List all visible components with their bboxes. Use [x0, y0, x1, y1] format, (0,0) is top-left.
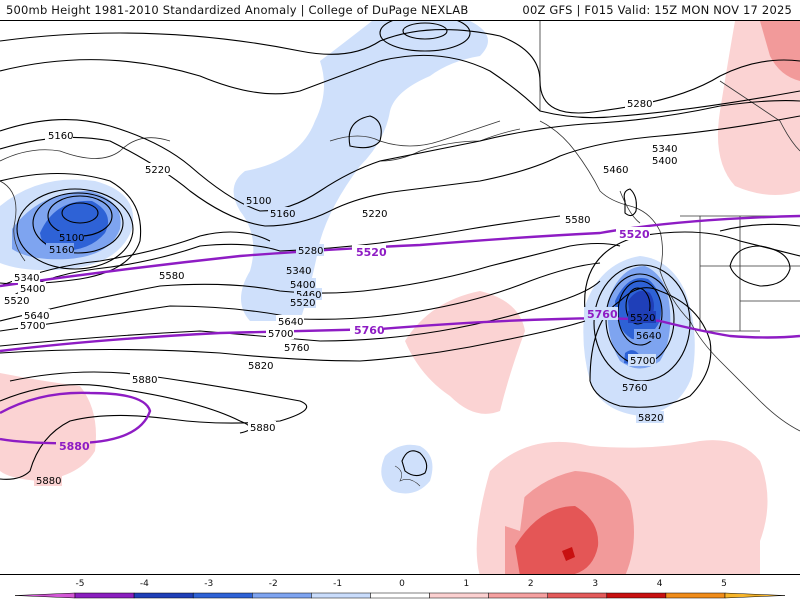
contour-label: 5880	[132, 375, 157, 386]
contour-label: 5580	[159, 271, 184, 282]
contour-label-purple: 5760	[354, 324, 385, 337]
colorbar-extend-left	[14, 592, 76, 599]
colorbar-tick-label: -2	[269, 579, 278, 589]
colorbar-segment	[192, 592, 253, 599]
black-contour-labels: 5160 5220 5100 5160 5340 5400 5520 5640 …	[2, 97, 678, 487]
colorbar-tick-label: -3	[204, 579, 213, 589]
contour-label: 5460	[603, 165, 628, 176]
contour-label: 5820	[638, 413, 663, 424]
colorbar-tick-label: -5	[76, 579, 85, 589]
contour-label: 5460	[296, 290, 321, 301]
contour-label: 5100	[59, 233, 84, 244]
contour-label: 5700	[268, 329, 293, 340]
contour-label: 5700	[630, 356, 655, 367]
anomaly-shading	[0, 21, 800, 574]
colorbar-segment	[429, 592, 489, 599]
contour-label-purple: 5520	[356, 246, 387, 259]
colorbar-segment	[547, 592, 608, 599]
chart-title: 500mb Height 1981-2010 Standardized Anom…	[6, 3, 469, 17]
contour-label: 5700	[20, 321, 45, 332]
contour-label: 5340	[14, 273, 39, 284]
colorbar-segment	[370, 592, 430, 599]
colorbar-segment	[665, 592, 726, 599]
contour-label: 5100	[246, 196, 271, 207]
colorbar-tick-label: 5	[721, 579, 727, 589]
contour-label: 5820	[248, 361, 273, 372]
colorbar-segment	[488, 592, 548, 599]
contour-label: 5400	[20, 284, 45, 295]
contour-label: 5280	[627, 99, 652, 110]
contour-label-purple: 5760	[587, 308, 618, 321]
colorbar-segments	[14, 592, 786, 599]
contour-label: 5640	[278, 317, 303, 328]
model-run-info: 00Z GFS | F015 Valid: 15Z MON NOV 17 202…	[522, 3, 792, 17]
colorbar-tick-label: -1	[333, 579, 342, 589]
contour-label: 5520	[4, 296, 29, 307]
contour-label: 5580	[565, 215, 590, 226]
contour-labels: 5160 5220 5100 5160 5340 5400 5520 5640 …	[2, 97, 678, 487]
positive-anomaly-central-pacific	[405, 291, 525, 414]
contour-label: 5760	[622, 383, 647, 394]
map-panel[interactable]: 5160 5220 5100 5160 5340 5400 5520 5640 …	[0, 20, 800, 575]
contour-label: 5340	[652, 144, 677, 155]
negative-anomaly-hawaii	[381, 444, 433, 494]
contour-label: 5280	[298, 246, 323, 257]
contour-label: 5760	[284, 343, 309, 354]
contour-label: 5400	[652, 156, 677, 167]
positive-anomaly-west-pacific	[0, 373, 96, 481]
colorbar-tick-label: -4	[140, 579, 149, 589]
colorbar-tick-label: 4	[657, 579, 663, 589]
contour-label: 5880	[36, 476, 61, 487]
colorbar-tick-label: 2	[528, 579, 534, 589]
coastlines	[0, 21, 800, 487]
contour-label: 5880	[250, 423, 275, 434]
colorbar-segment	[311, 592, 371, 599]
colorbar-tick-label: 1	[464, 579, 470, 589]
colorbar-extend-right	[724, 592, 786, 599]
purple-contours	[0, 214, 800, 445]
contour-label: 5160	[49, 245, 74, 256]
contour-label: 5640	[24, 311, 49, 322]
colorbar-ticks: -5 -4 -3 -2 -1 0 1 2 3 4 5	[76, 579, 727, 589]
colorbar-segment	[74, 592, 135, 599]
header-bar: 500mb Height 1981-2010 Standardized Anom…	[0, 0, 800, 20]
contour-label: 5400	[290, 280, 315, 291]
contour-label: 5220	[362, 209, 387, 220]
contour-label: 5340	[286, 266, 311, 277]
contour-label: 5520	[630, 313, 655, 324]
contour-label: 5160	[270, 209, 295, 220]
purple-contour-labels: 5520 5760 5880 5520 5760	[56, 227, 650, 453]
contour-label: 5220	[145, 165, 170, 176]
colorbar-segment	[606, 592, 667, 599]
colorbar-segment	[133, 592, 194, 599]
colorbar-segment	[252, 592, 312, 599]
contour-label-purple: 5880	[59, 440, 90, 453]
colorbar-tick-label: 0	[399, 579, 405, 589]
contour-label-purple: 5520	[619, 228, 650, 241]
contour-label: 5640	[636, 331, 661, 342]
colorbar-tick-label: 3	[592, 579, 598, 589]
contour-label: 5520	[290, 298, 315, 309]
anomaly-colorbar: -5 -4 -3 -2 -1 0 1 2 3 4 5	[0, 575, 800, 600]
contour-label: 5160	[48, 131, 73, 142]
